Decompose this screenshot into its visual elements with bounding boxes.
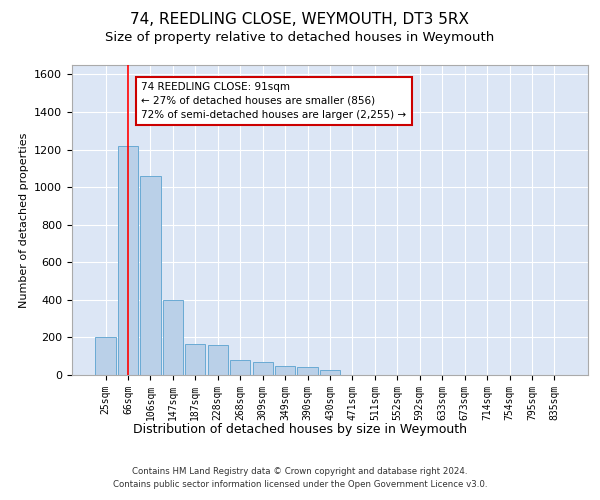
Bar: [163, 300, 183, 375]
Text: Distribution of detached houses by size in Weymouth: Distribution of detached houses by size …: [133, 422, 467, 436]
Text: Contains public sector information licensed under the Open Government Licence v3: Contains public sector information licen…: [113, 480, 487, 489]
Bar: [185, 344, 205, 375]
Bar: [95, 338, 116, 375]
Bar: [118, 146, 138, 375]
Bar: [230, 360, 250, 375]
Text: 74 REEDLING CLOSE: 91sqm
← 27% of detached houses are smaller (856)
72% of semi-: 74 REEDLING CLOSE: 91sqm ← 27% of detach…: [142, 82, 407, 120]
Text: 74, REEDLING CLOSE, WEYMOUTH, DT3 5RX: 74, REEDLING CLOSE, WEYMOUTH, DT3 5RX: [131, 12, 470, 28]
Bar: [253, 362, 273, 375]
Y-axis label: Number of detached properties: Number of detached properties: [19, 132, 29, 308]
Bar: [275, 366, 295, 375]
Bar: [208, 345, 228, 375]
Text: Size of property relative to detached houses in Weymouth: Size of property relative to detached ho…: [106, 31, 494, 44]
Bar: [140, 176, 161, 375]
Bar: [320, 370, 340, 375]
Text: Contains HM Land Registry data © Crown copyright and database right 2024.: Contains HM Land Registry data © Crown c…: [132, 467, 468, 476]
Bar: [298, 366, 317, 375]
